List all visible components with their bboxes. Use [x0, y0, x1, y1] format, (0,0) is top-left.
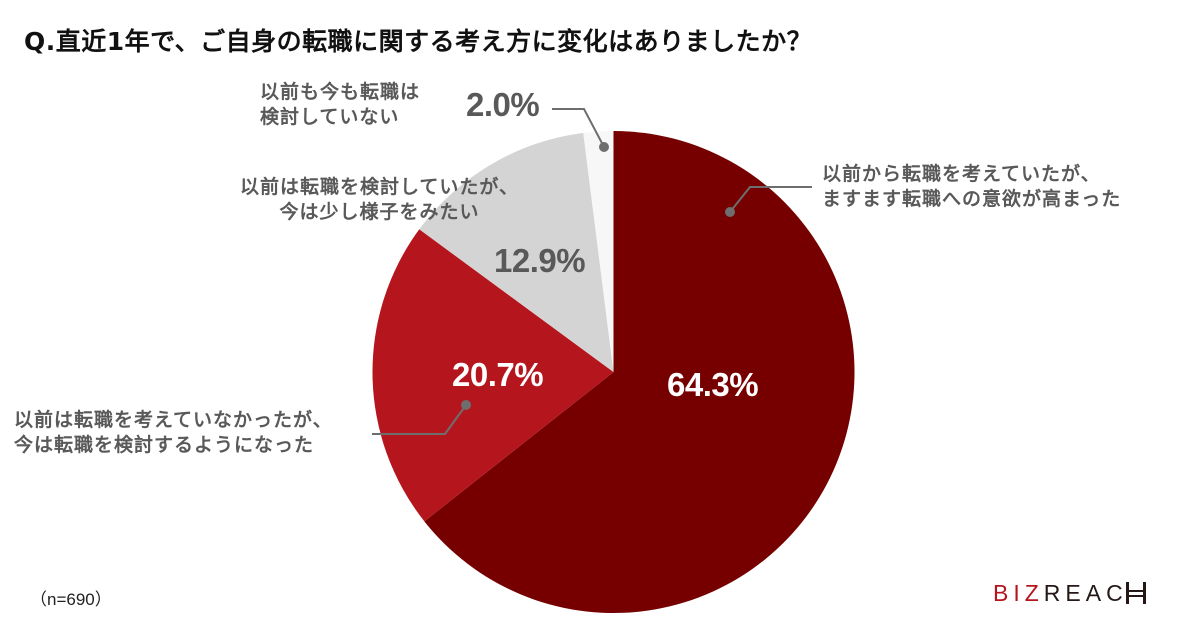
label-increased-motivation: 以前から転職を考えていたが、 ますます転職への意欲が高まった — [822, 162, 1121, 212]
pie-slice-0 — [424, 131, 855, 614]
pie-slice-3 — [583, 131, 614, 372]
pie-slice-2 — [419, 132, 614, 372]
pie-slice-1 — [372, 229, 614, 522]
pct-64: 64.3% — [667, 366, 759, 403]
label-not-considering: 以前も今も転職は 検討していない — [260, 80, 420, 130]
label-line: 今は少し様子をみたい — [279, 201, 480, 223]
leader-dot-20 — [461, 400, 471, 410]
label-wait-and-see: 以前は転職を検討していたが、 今は少し様子をみたい — [240, 175, 519, 225]
label-line: 以前から転職を考えていたが、 — [822, 163, 1101, 185]
logo-biz: BIZ — [993, 580, 1044, 606]
label-line: 以前は転職を検討していたが、 — [240, 176, 520, 198]
pct-20: 20.7% — [452, 356, 544, 393]
label-line: 検討していない — [260, 106, 400, 128]
label-line: 以前は転職を考えていなかったが、 — [14, 409, 333, 431]
logo-h-mark — [1125, 582, 1146, 604]
leader-lines — [372, 108, 812, 435]
pct-2: 2.0% — [466, 86, 540, 123]
leader-dot-2 — [599, 142, 609, 152]
pct-12: 12.9% — [494, 242, 586, 279]
leader-line-2 — [552, 108, 605, 148]
leader-dot-64 — [725, 207, 735, 217]
sample-size: （n=690） — [30, 590, 112, 609]
logo-reach: REAC — [1043, 580, 1128, 606]
leader-dots — [461, 142, 735, 410]
bizreach-logo: BIZREAC — [993, 580, 1146, 607]
label-line: 今は転職を検討するようになった — [14, 434, 315, 456]
label-line: ますます転職への意欲が高まった — [822, 188, 1122, 210]
label-now-considering: 以前は転職を考えていなかったが、 今は転職を検討するようになった — [14, 408, 333, 458]
chart-title: Q.直近1年で、ご自身の転職に関する考え方に変化はありましたか？ — [24, 27, 813, 56]
pie-slices — [372, 131, 855, 614]
leader-line-64 — [729, 186, 812, 213]
leader-line-20 — [372, 404, 467, 435]
label-line: 以前も今も転職は — [260, 81, 421, 103]
